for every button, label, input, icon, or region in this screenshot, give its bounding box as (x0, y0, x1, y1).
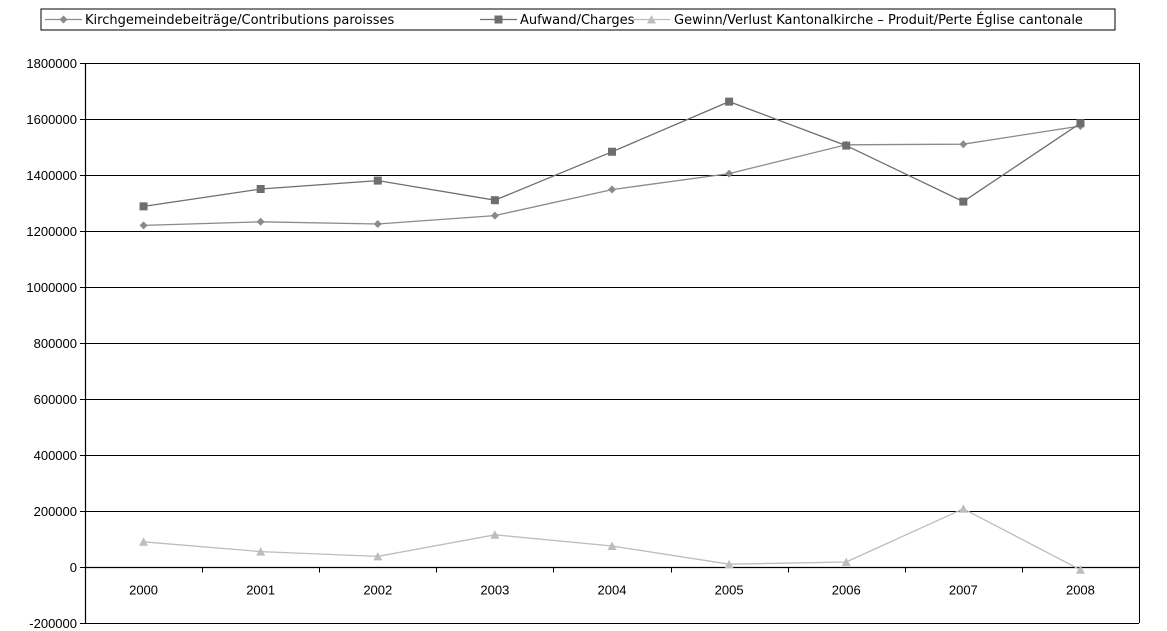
data-point (373, 551, 383, 561)
x-tick-label: 2000 (129, 583, 158, 598)
y-tick-label: 400000 (34, 448, 77, 463)
data-point (959, 140, 968, 149)
x-tick-label: 2004 (598, 583, 627, 598)
data-point (1075, 565, 1085, 574)
y-tick-label: 1400000 (26, 168, 77, 183)
y-tick-label: 1800000 (26, 56, 77, 71)
data-point (490, 211, 499, 220)
y-tick-label: 1200000 (26, 224, 77, 239)
data-point (139, 202, 148, 211)
data-point (608, 185, 616, 194)
x-tick-label: 2002 (363, 583, 392, 598)
triangle-marker-icon (647, 15, 656, 24)
data-point (725, 169, 734, 178)
data-point (842, 141, 851, 150)
data-point (256, 547, 266, 556)
y-tick-label: 800000 (34, 336, 77, 351)
data-point (607, 541, 617, 550)
x-tick-label: 2005 (715, 583, 744, 598)
x-tick-label: 2008 (1066, 583, 1095, 598)
y-tick-label: 600000 (34, 392, 77, 407)
x-tick-label: 2006 (832, 583, 861, 598)
series-line-3 (143, 508, 1081, 571)
legend-box (40, 8, 1116, 31)
legend: Kirchgemeindebeiträge/Contributions paro… (40, 8, 1116, 31)
y-tick-label: 1600000 (26, 112, 77, 127)
data-point (724, 559, 734, 569)
x-tick-label: 2003 (480, 583, 509, 598)
legend-entry-charges: Aufwand/Charges (480, 13, 635, 28)
y-tick-label: 1000000 (26, 280, 77, 295)
x-tick-label: 2001 (246, 583, 275, 598)
data-point (490, 196, 499, 205)
data-point (1076, 119, 1085, 128)
diamond-marker-icon (59, 15, 68, 24)
square-marker-icon (494, 15, 503, 24)
data-point (841, 557, 851, 566)
legend-entry-contributions: Kirchgemeindebeiträge/Contributions paro… (45, 13, 395, 28)
data-point (725, 97, 734, 106)
data-point (256, 185, 265, 193)
data-point (608, 147, 616, 156)
plot-area: 1800000 1600000 1400000 1200000 1000000 80000… (26, 56, 1140, 631)
data-point (256, 217, 265, 226)
data-point (490, 530, 500, 539)
legend-entry-profit-loss: Gewinn/Verlust Kantonalkirche – Produit/… (633, 12, 1083, 28)
data-point (139, 537, 149, 546)
legend-label-profit-loss: Gewinn/Verlust Kantonalkirche – Produit/… (674, 12, 1083, 28)
legend-label-contributions: Kirchgemeindebeiträge/Contributions paro… (85, 13, 395, 28)
x-tick-label: 2007 (949, 583, 978, 598)
data-point (373, 176, 382, 185)
data-point (139, 221, 148, 230)
y-tick-label: 200000 (34, 504, 77, 519)
y-tick-label: -200000 (29, 616, 77, 631)
y-tick-label: 0 (70, 560, 77, 575)
legend-label-charges: Aufwand/Charges (520, 13, 635, 28)
data-point (959, 197, 968, 206)
data-point (373, 220, 382, 228)
data-point (958, 504, 968, 513)
